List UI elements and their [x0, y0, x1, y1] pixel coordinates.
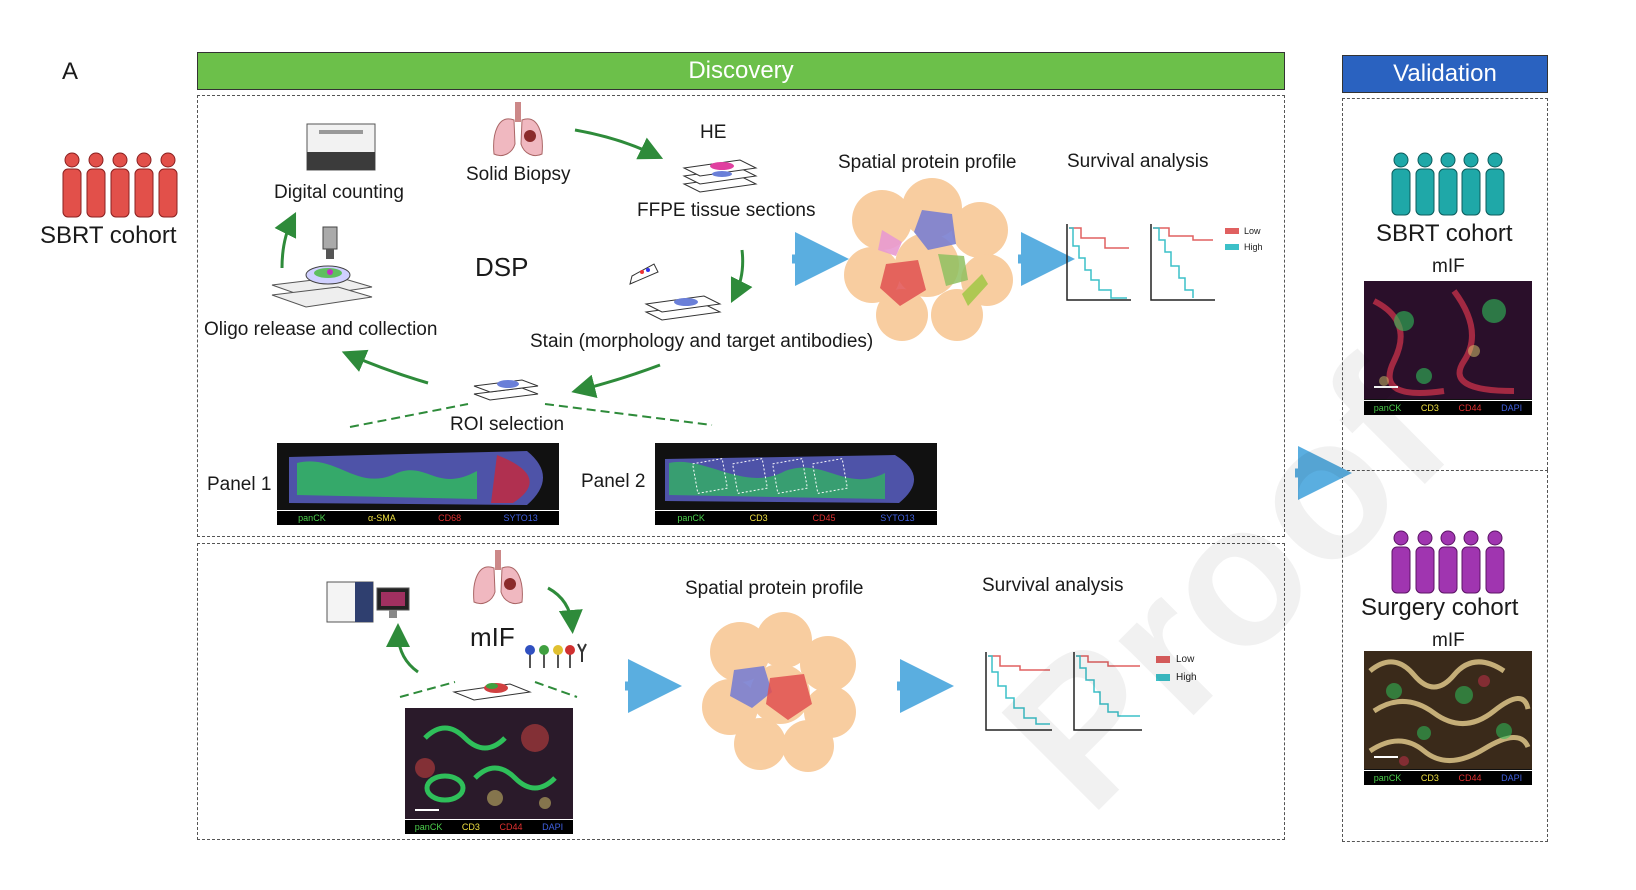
- panel1-marker-4: SYTO13: [503, 513, 538, 523]
- validation-surgery-box: [1342, 470, 1548, 842]
- panel2-marker-2: CD3: [749, 513, 768, 523]
- validation-sbrt-marker-4: DAPI: [1501, 403, 1523, 413]
- dsp-spatial-label: Spatial protein profile: [838, 152, 1017, 173]
- stain-slides-icon: [629, 263, 722, 321]
- mif-marker-4: DAPI: [542, 822, 564, 832]
- dsp-km-plots: [1066, 224, 1239, 301]
- lung-icon: [473, 550, 523, 605]
- mif-center-label: mIF: [470, 622, 515, 652]
- panel2-marker-1: panCK: [677, 513, 705, 523]
- validation-sbrt-marker-2: CD3: [1420, 403, 1439, 413]
- panel-letter: A: [62, 58, 79, 85]
- panel1-marker-1: panCK: [298, 513, 326, 523]
- people-group-icon: [62, 152, 178, 218]
- validation-surgery-image: panCK CD3 CD44 DAPI: [1364, 651, 1532, 785]
- mif-slide-icon: [452, 683, 532, 701]
- mif-box: [197, 543, 1285, 840]
- roi-slide-icon: [473, 379, 539, 401]
- mif-image: panCK CD3 CD44 DAPI: [405, 708, 573, 834]
- panel2-image: panCK CD3 CD45 SYTO13: [655, 443, 937, 525]
- cell-cluster-icon: [844, 178, 1013, 341]
- validation-surgery-marker-2: CD3: [1420, 773, 1439, 783]
- panel1-marker-2: α-SMA: [368, 513, 396, 523]
- discovery-title: Discovery: [688, 57, 794, 84]
- mif-legend-low: Low: [1176, 654, 1195, 665]
- solid-biopsy-label: Solid Biopsy: [466, 164, 571, 185]
- panel1-marker-3: CD68: [438, 513, 462, 523]
- validation-surgery-label: Surgery cohort: [1361, 594, 1519, 621]
- cell-cluster-icon: [702, 612, 856, 772]
- validation-surgery-marker-4: DAPI: [1501, 773, 1523, 783]
- mif-marker-1: panCK: [414, 822, 443, 832]
- digital-counting-label: Digital counting: [274, 182, 404, 203]
- validation-header: Validation: [1342, 55, 1548, 93]
- discovery-header: Discovery: [197, 52, 1285, 90]
- validation-title: Validation: [1393, 60, 1497, 87]
- validation-sbrt-marker-1: panCK: [1373, 403, 1402, 413]
- panel2-label: Panel 2: [581, 471, 646, 492]
- people-group-icon: [1391, 152, 1505, 216]
- dsp-box: [197, 95, 1285, 537]
- validation-sbrt-image: panCK CD3 CD44 DAPI: [1364, 281, 1532, 415]
- validation-surgery-marker-3: CD44: [1458, 773, 1482, 783]
- stain-label: Stain (morphology and target antibodies): [530, 331, 874, 352]
- validation-sbrt-label: SBRT cohort: [1376, 220, 1513, 247]
- panel2-marker-4: SYTO13: [880, 513, 915, 523]
- digital-counter-icon: [306, 123, 376, 171]
- ffpe-label: FFPE tissue sections: [637, 200, 816, 221]
- mif-spatial-label: Spatial protein profile: [685, 578, 864, 599]
- panel2-marker-3: CD45: [812, 513, 836, 523]
- mif-marker-3: CD44: [499, 822, 523, 832]
- he-label: HE: [700, 122, 727, 143]
- panel1-label: Panel 1: [207, 474, 272, 495]
- validation-surgery-marker-1: panCK: [1373, 773, 1402, 783]
- dsp-survival-title: Survival analysis: [1067, 151, 1209, 172]
- mif-km-plots: [985, 652, 1170, 731]
- people-group-icon: [1391, 530, 1505, 594]
- dsp-legend-high: High: [1244, 242, 1263, 252]
- lung-icon: [493, 102, 543, 157]
- validation-sbrt-method: mIF: [1432, 256, 1465, 277]
- dsp-center-label: DSP: [475, 252, 529, 282]
- mif-marker-2: CD3: [461, 822, 480, 832]
- validation-surgery-method: mIF: [1432, 630, 1465, 651]
- oligo-label: Oligo release and collection: [204, 319, 438, 340]
- dsp-legend-low: Low: [1244, 226, 1261, 236]
- validation-sbrt-marker-3: CD44: [1458, 403, 1482, 413]
- roi-label: ROI selection: [450, 414, 565, 435]
- oligo-collection-icon: [271, 226, 373, 308]
- scanner-workstation-icon: [326, 581, 410, 623]
- mif-legend-high: High: [1176, 672, 1197, 683]
- slide-stack-icon: [682, 159, 758, 193]
- mif-survival-title: Survival analysis: [982, 575, 1124, 596]
- antibody-probes-icon: [525, 643, 587, 668]
- panel1-image: panCK α-SMA CD68 SYTO13: [277, 443, 559, 525]
- left-cohort-label: SBRT cohort: [40, 222, 177, 249]
- validation-sbrt-box: [1342, 98, 1548, 470]
